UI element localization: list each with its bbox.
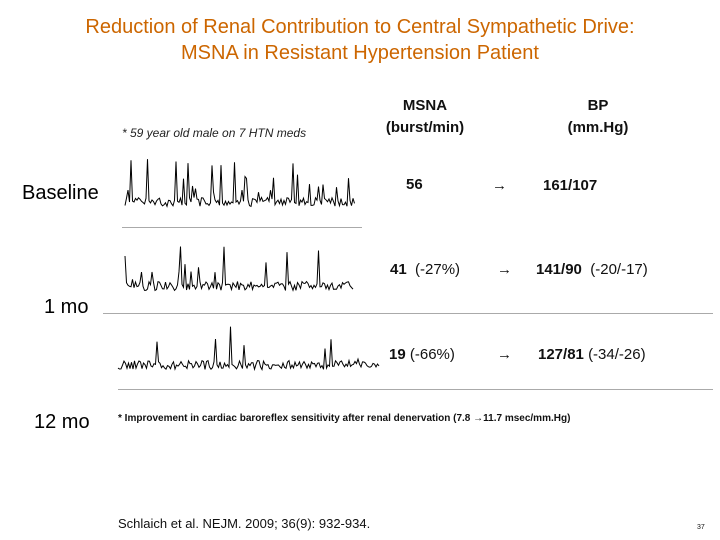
arrow-icon: → (497, 261, 512, 278)
bp-value-12-month: 127/81 (-34/-26) (538, 346, 646, 363)
msna-1-month-change: (-27%) (415, 261, 461, 278)
msna-trace-baseline-line (124, 159, 355, 208)
page-number: 37 (697, 524, 705, 531)
msna-header-line-1: MSNA (402, 97, 448, 114)
row-label-12-month: 12 mo (34, 411, 90, 433)
arrow-icon: → (492, 177, 507, 194)
baroreflex-footnote: * Improvement in cardiac baroreflex sens… (118, 413, 570, 424)
msna-trace-1-month-line (124, 246, 354, 292)
bp-value-baseline: 161/107 (543, 177, 597, 194)
patient-note: * 59 year old male on 7 HTN meds (122, 126, 307, 140)
msna-value-baseline: 56 (406, 176, 423, 193)
msna-trace-baseline (124, 159, 355, 208)
bp-header-line-2: (mm.Hg) (567, 119, 629, 136)
divider-baseline (122, 227, 362, 228)
footnote-suffix: 11.7 msec/mm.Hg) (483, 413, 571, 424)
slide-title: Reduction of Renal Contribution to Centr… (0, 14, 720, 66)
title-line-2: MSNA in Resistant Hypertension Patient (181, 42, 539, 64)
msna-value-1-month: 41 (-27%) (390, 261, 460, 278)
divider-1-month (103, 313, 713, 314)
msna-trace-12-month-line (117, 326, 380, 372)
msna-1-month-number: 41 (390, 261, 407, 278)
msna-value-12-month: 19 (-66%) (389, 346, 455, 363)
bp-12-month-change: (-34/-26) (588, 346, 646, 363)
row-label-baseline: Baseline (22, 182, 99, 204)
bp-column-header: BP (mm.Hg) (550, 95, 646, 139)
msna-trace-12-month (117, 326, 380, 372)
arrow-icon: → (473, 413, 484, 424)
msna-column-header: MSNA (burst/min) (366, 95, 484, 139)
citation: Schlaich et al. NEJM. 2009; 36(9): 932-9… (118, 516, 371, 531)
msna-12-month-change: (-66%) (409, 346, 455, 363)
divider-12-month (118, 389, 713, 390)
bp-12-month-number: 127/81 (538, 346, 584, 363)
bp-1-month-number: 141/90 (536, 261, 582, 278)
row-label-1-month: 1 mo (44, 296, 89, 318)
bp-header-line-1: BP (587, 97, 609, 114)
title-line-1: Reduction of Renal Contribution to Centr… (85, 16, 635, 38)
msna-trace-1-month (124, 246, 354, 292)
msna-header-line-2: (burst/min) (385, 119, 465, 136)
footnote-prefix: * Improvement in cardiac baroreflex sens… (118, 413, 474, 424)
msna-12-month-number: 19 (389, 346, 406, 363)
bp-value-1-month: 141/90 (-20/-17) (536, 261, 648, 278)
arrow-icon: → (497, 346, 512, 363)
msna-baseline-number: 56 (406, 176, 423, 193)
bp-baseline-number: 161/107 (543, 177, 598, 194)
bp-1-month-change: (-20/-17) (590, 261, 648, 278)
